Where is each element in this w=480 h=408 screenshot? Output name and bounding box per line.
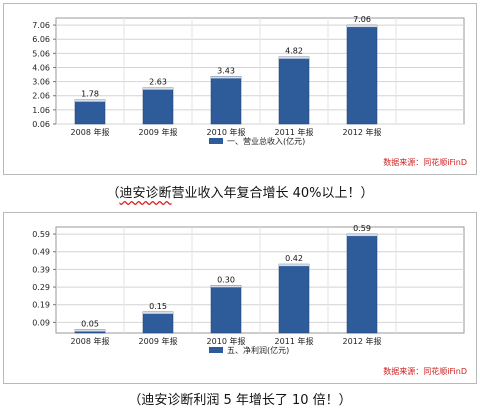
legend-swatch <box>209 347 223 353</box>
revenue-chart-panel: 0.06 1.06 2.06 3.06 4.06 5.06 6.06 7.06 1.78 2008… <box>3 3 477 175</box>
x-tick-label: 2009 年报 <box>139 336 178 346</box>
caption-company: 迪安诊断 <box>119 186 172 201</box>
y-tick-label: 0.59 <box>32 230 50 239</box>
source-note: 数据来源：同花顺iFinD <box>383 366 467 376</box>
y-tick-label: 4.06 <box>32 63 50 72</box>
y-tick-label: 7.06 <box>32 21 50 30</box>
source-note: 数据来源：同花顺iFinD <box>383 157 467 167</box>
revenue-caption: （迪安诊断营业收入年复合增长 40%以上！） <box>0 182 480 201</box>
y-tick-label: 3.06 <box>32 78 50 87</box>
y-tick-label: 0.39 <box>32 265 50 274</box>
x-tick-label: 2011 年报 <box>275 127 314 137</box>
caption-open: （ <box>128 393 142 408</box>
y-tick-label: 0.09 <box>32 318 50 327</box>
bar-top-highlight <box>75 99 105 102</box>
profit-chart: 0.09 0.19 0.29 0.39 0.49 0.59 0.05 2008 年报 0.15 2… <box>32 224 467 376</box>
x-tick-label: 2012 年报 <box>343 336 382 346</box>
bar <box>210 76 242 125</box>
x-tick-label: 2008 年报 <box>71 336 110 346</box>
bar <box>278 56 310 125</box>
data-label: 7.06 <box>353 15 371 24</box>
y-tick-label: 0.29 <box>32 283 50 292</box>
bar-top-highlight <box>75 329 105 332</box>
y-tick-label: 5.06 <box>32 49 50 58</box>
data-label: 1.78 <box>81 90 99 99</box>
caption-text: 利润 5 年增长了 10 倍！） <box>193 393 352 408</box>
bar <box>74 99 106 125</box>
x-tick-label: 2011 年报 <box>275 336 314 346</box>
data-label: 0.05 <box>81 319 99 328</box>
bar-top-highlight <box>211 285 241 288</box>
y-tick-label: 2.06 <box>32 92 50 101</box>
profit-chart-panel: 0.09 0.19 0.29 0.39 0.49 0.59 0.05 2008 年报 0.15 2… <box>3 212 477 384</box>
x-tick-label: 2010 年报 <box>207 127 246 137</box>
y-tick-label: 1.06 <box>32 106 50 115</box>
data-label: 4.82 <box>285 47 303 56</box>
y-tick-label: 6.06 <box>32 35 50 44</box>
x-tick-label: 2012 年报 <box>343 127 382 137</box>
data-label: 0.30 <box>217 275 235 284</box>
bar <box>278 263 310 334</box>
legend-label: 五、净利润(亿元) <box>227 345 289 355</box>
bar-top-highlight <box>143 87 173 90</box>
legend-label: 一、营业总收入(亿元) <box>227 136 305 146</box>
bar-top-highlight <box>279 264 309 267</box>
data-label: 2.63 <box>149 78 167 87</box>
x-tick-label: 2009 年报 <box>139 127 178 137</box>
bar <box>346 24 378 125</box>
bar-top-highlight <box>347 234 377 237</box>
y-tick-label: 0.19 <box>32 301 50 310</box>
bar <box>210 285 242 334</box>
data-label: 3.43 <box>217 66 235 75</box>
legend-swatch <box>209 138 223 144</box>
bar <box>346 233 378 334</box>
x-tick-label: 2008 年报 <box>71 127 110 137</box>
y-tick-label: 0.06 <box>32 120 50 129</box>
revenue-chart: 0.06 1.06 2.06 3.06 4.06 5.06 6.06 7.06 1.78 2008… <box>32 15 467 167</box>
caption-company: 迪安诊断 <box>141 393 194 408</box>
data-label: 0.15 <box>149 302 167 311</box>
bar <box>142 311 174 334</box>
caption-open: （ <box>106 186 120 201</box>
data-label: 0.42 <box>285 254 303 263</box>
x-tick-label: 2010 年报 <box>207 336 246 346</box>
caption-text: 营业收入年复合增长 40%以上！） <box>171 186 374 201</box>
bar-top-highlight <box>279 56 309 59</box>
y-tick-label: 0.49 <box>32 248 50 257</box>
bar-top-highlight <box>143 311 173 314</box>
bar-top-highlight <box>211 76 241 79</box>
bar <box>142 87 174 125</box>
profit-caption: （迪安诊断利润 5 年增长了 10 倍！） <box>0 389 480 408</box>
bar-top-highlight <box>347 25 377 28</box>
data-label: 0.59 <box>353 224 371 233</box>
